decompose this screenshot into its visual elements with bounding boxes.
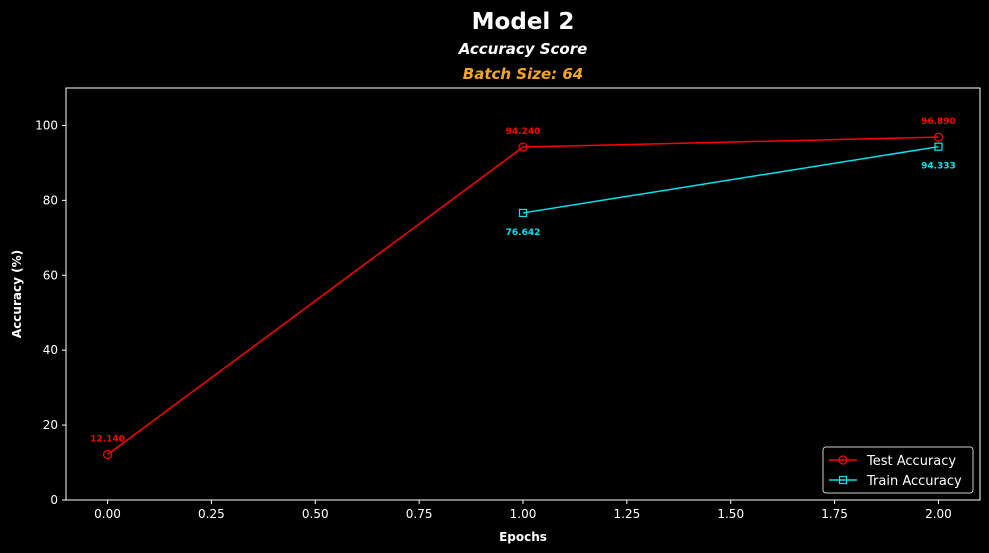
plot-frame <box>65 87 981 501</box>
legend-entry: Train Accuracy <box>866 474 962 489</box>
chart-subtitle: Accuracy Score <box>458 40 588 58</box>
x-tick-label: 1.25 <box>614 507 641 521</box>
x-tick-label: 1.50 <box>717 507 744 521</box>
data-point <box>933 132 944 142</box>
legend-box <box>822 446 974 494</box>
y-tick-label: 40 <box>43 343 58 357</box>
chart-subtitle-batch-size: Batch Size: 64 <box>463 65 583 83</box>
y-axis-label: Accuracy (%) <box>10 250 24 338</box>
x-tick-label: 0.25 <box>198 507 225 521</box>
y-tick-label: 20 <box>43 418 58 432</box>
legend-marker <box>838 455 848 465</box>
data-label: 94.240 <box>506 127 541 137</box>
legend: Test Accuracy Train Accuracy <box>822 446 974 494</box>
x-tick-label: 0.00 <box>94 507 121 521</box>
x-tick-label: 0.50 <box>302 507 329 521</box>
x-tick-label: 2.00 <box>925 507 952 521</box>
y-tick-label: 80 <box>43 193 58 207</box>
y-tick-label: 0 <box>50 493 58 507</box>
legend-marker <box>838 475 848 485</box>
data-label: 76.642 <box>506 228 541 238</box>
y-tick-label: 60 <box>43 268 58 282</box>
data-point <box>934 142 943 151</box>
data-label: 96.890 <box>921 117 956 127</box>
x-tick-label: 0.75 <box>406 507 433 521</box>
x-axis-label: Epochs <box>499 530 547 544</box>
series-line-test-accuracy <box>107 136 939 456</box>
series-line-train-accuracy <box>522 145 939 214</box>
data-label: 12.140 <box>90 435 125 445</box>
data-point <box>518 208 528 218</box>
data-point <box>518 142 528 152</box>
x-tick-label: 1.00 <box>510 507 537 521</box>
data-point <box>102 449 113 460</box>
chart-title: Model 2 <box>472 9 575 35</box>
x-tick-label: 1.75 <box>821 507 848 521</box>
y-tick-label: 100 <box>35 118 58 132</box>
legend-entry: Test Accuracy <box>866 454 956 469</box>
data-label: 94.333 <box>921 162 956 172</box>
